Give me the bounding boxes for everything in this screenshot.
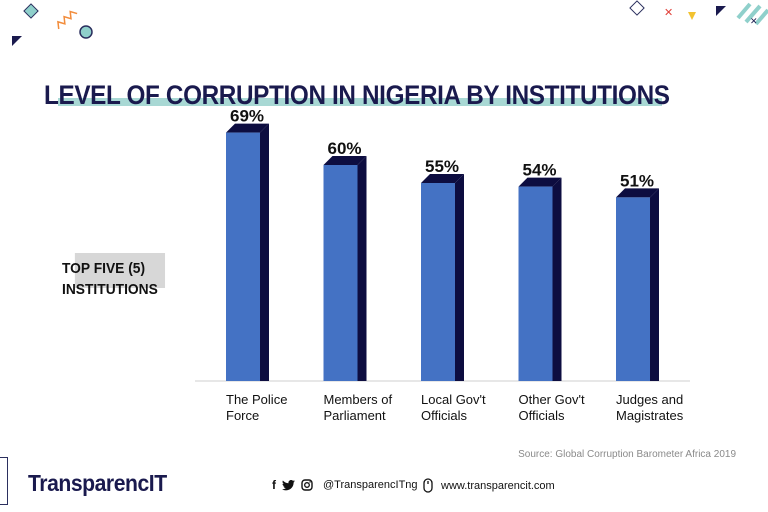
bar-top-3 [518, 177, 562, 187]
svg-text:✕: ✕ [750, 17, 758, 27]
transparencit-logo: TransparencIT [28, 470, 167, 496]
svg-text:✕: ✕ [664, 6, 673, 19]
bar-top-0 [226, 123, 269, 133]
decoration-top-left [12, 3, 93, 46]
category-label-3-1: Officials [519, 408, 565, 423]
data-label-0: 69% [230, 107, 264, 126]
bar-4 [616, 197, 650, 381]
category-label-0-1: Force [226, 408, 259, 423]
category-label-0-0: The Police [226, 392, 287, 407]
bar-side-0 [260, 123, 269, 381]
mouse-icon [423, 478, 433, 493]
bar-1 [323, 165, 358, 381]
facebook-icon[interactable]: f [272, 478, 276, 492]
bar-3 [518, 186, 553, 381]
twitter-icon[interactable] [282, 479, 295, 491]
social-links: f @TransparencITng [272, 478, 418, 492]
bar-top-1 [323, 156, 367, 165]
decoration-top-right: ✕ ✕ [629, 0, 768, 27]
data-label-1: 60% [327, 139, 361, 158]
bar-top-4 [616, 188, 659, 198]
bar-side-3 [552, 177, 562, 381]
website-link: www.transparencit.com [423, 478, 555, 493]
bar-side-1 [357, 156, 367, 381]
side-label-line2: INSTITUTIONS [62, 281, 158, 298]
social-handle[interactable]: @TransparencITng [323, 479, 418, 491]
bar-side-4 [650, 188, 659, 381]
bar-0 [226, 132, 260, 381]
bar-2 [421, 183, 455, 381]
data-label-4: 51% [620, 171, 654, 190]
data-label-2: 55% [425, 157, 459, 176]
bar-top-2 [421, 174, 464, 183]
data-label-3: 54% [522, 161, 556, 180]
chart-title-wrap: LEVEL OF CORRUPTION IN NIGERIA BY INSTIT… [44, 80, 739, 111]
category-label-1-1: Parliament [324, 408, 387, 423]
category-label-3-0: Other Gov't [519, 392, 585, 407]
instagram-icon[interactable] [301, 479, 313, 491]
footer-accent-line [0, 457, 8, 505]
website-url[interactable]: www.transparencit.com [441, 479, 555, 492]
bar-side-2 [455, 174, 464, 381]
category-label-1-0: Members of [324, 392, 393, 407]
category-label-4-1: Magistrates [616, 408, 684, 423]
category-label-2-0: Local Gov't [421, 392, 486, 407]
chart-title: LEVEL OF CORRUPTION IN NIGERIA BY INSTIT… [44, 80, 670, 110]
category-label-2-1: Officials [421, 408, 467, 423]
source-note: Source: Global Corruption Barometer Afri… [518, 449, 736, 460]
side-label: TOP FIVE (5) INSTITUTIONS [62, 253, 166, 300]
side-label-background [74, 253, 166, 288]
title-underline [58, 98, 662, 106]
side-label-line1: TOP FIVE (5) [62, 260, 146, 277]
category-label-4-0: Judges and [616, 392, 683, 407]
